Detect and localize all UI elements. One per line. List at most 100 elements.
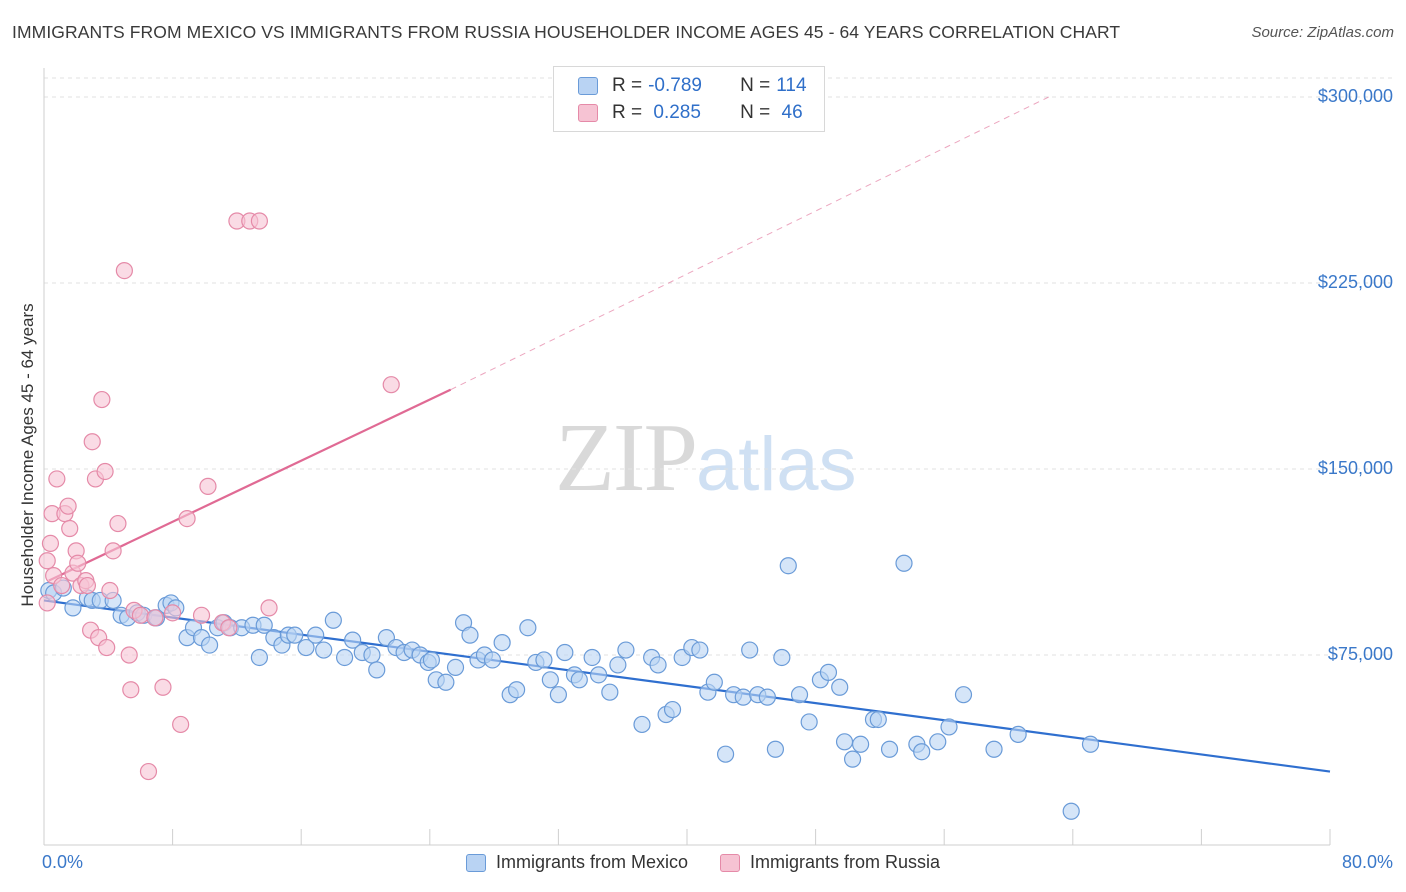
point-russia (41, 534, 60, 553)
y-tick-label: $150,000 (1317, 458, 1393, 478)
x-tick-label-min: 0.0% (42, 852, 84, 872)
point-mexico (880, 740, 899, 758)
point-russia (146, 609, 164, 627)
point-mexico (766, 740, 785, 758)
legend-r-value: -0.789 (648, 75, 702, 96)
watermark-zip: ZIP (555, 404, 698, 512)
trend-line-russia-extension (450, 96, 1049, 391)
legend-r-label: R = (612, 75, 643, 96)
grid-lines (44, 77, 1392, 656)
point-mexico (315, 641, 333, 659)
y-tick-label: $300,000 (1317, 86, 1393, 106)
legend-swatch-russia (578, 104, 598, 122)
point-mexico (446, 658, 465, 677)
point-mexico (324, 611, 342, 629)
point-mexico (985, 740, 1003, 758)
point-mexico (519, 619, 537, 637)
point-russia (164, 604, 182, 622)
point-russia (109, 514, 127, 533)
point-russia (83, 433, 101, 451)
point-mexico (508, 681, 526, 699)
x-tick-label-max: 80.0% (1341, 852, 1393, 872)
legend-swatch-mexico (465, 853, 486, 872)
point-russia (93, 390, 111, 409)
point-mexico (344, 631, 362, 649)
point-russia (260, 599, 278, 617)
point-russia (220, 619, 238, 637)
y-axis-label: Householder Income Ages 45 - 64 years (18, 303, 37, 607)
point-russia (38, 552, 56, 570)
point-mexico (601, 683, 619, 701)
point-russia (199, 477, 217, 495)
point-mexico (633, 715, 651, 734)
legend-swatch-russia (720, 853, 740, 872)
point-mexico (336, 648, 354, 667)
point-mexico (649, 656, 667, 674)
legend-n-value: 114 (776, 75, 807, 96)
point-mexico (250, 648, 269, 667)
point-russia (382, 376, 400, 394)
legend-label-mexico: Immigrants from Mexico (495, 852, 688, 872)
point-mexico (307, 626, 325, 644)
legend-item-mexico: Immigrants from Mexico (465, 852, 688, 873)
point-russia (120, 646, 138, 664)
point-mexico (800, 713, 818, 731)
point-mexico (758, 688, 776, 706)
axes (43, 68, 1331, 846)
point-mexico (556, 643, 574, 662)
legend-item-russia: Immigrants from Russia (720, 852, 940, 873)
point-russia (250, 212, 269, 230)
point-russia (154, 678, 172, 696)
point-russia (69, 554, 87, 572)
point-russia (172, 715, 190, 734)
point-russia (96, 462, 114, 481)
point-mexico (913, 743, 931, 761)
point-russia (101, 581, 119, 600)
legend-row-russia: R = 0.285 N = 46 (578, 100, 803, 126)
legend-n-label: N = (740, 75, 771, 96)
point-mexico (461, 626, 479, 644)
point-russia (192, 606, 211, 624)
point-mexico (583, 648, 601, 667)
stats-legend: R = -0.789 N = 114 R = 0.285 N = 46 (553, 66, 825, 132)
point-russia (104, 542, 122, 560)
y-tick-label: $75,000 (1327, 644, 1393, 664)
point-mexico (869, 710, 887, 729)
point-mexico (790, 686, 809, 704)
point-mexico (852, 735, 870, 753)
point-mexico (1081, 735, 1100, 753)
point-russia (122, 681, 140, 699)
watermark-atlas: atlas (696, 422, 857, 507)
point-mexico (1062, 802, 1080, 820)
point-mexico (819, 663, 838, 681)
point-russia (139, 762, 158, 781)
point-russia (61, 519, 79, 538)
point-mexico (549, 686, 568, 704)
point-russia (98, 638, 116, 657)
point-mexico (609, 656, 627, 674)
point-mexico (422, 651, 441, 669)
point-mexico (493, 633, 511, 652)
legend-n-value: 46 (776, 102, 803, 123)
legend-label-russia: Immigrants from Russia (750, 852, 941, 872)
point-mexico (929, 733, 947, 751)
point-mexico (843, 750, 862, 768)
point-mexico (200, 636, 219, 654)
point-mexico (368, 661, 386, 679)
point-russia (115, 262, 133, 280)
point-mexico (286, 626, 304, 644)
point-mexico (940, 718, 958, 736)
point-russia (53, 576, 71, 595)
legend-r-label: R = (612, 102, 643, 123)
point-mexico (535, 651, 553, 669)
point-mexico (541, 671, 559, 689)
point-mexico (831, 678, 849, 696)
point-mexico (691, 641, 709, 659)
point-mexico (895, 554, 913, 572)
point-mexico (297, 638, 315, 657)
point-mexico (734, 688, 752, 706)
legend-swatch-mexico (578, 77, 598, 95)
y-tick-label: $225,000 (1317, 272, 1393, 292)
point-mexico (570, 671, 588, 689)
